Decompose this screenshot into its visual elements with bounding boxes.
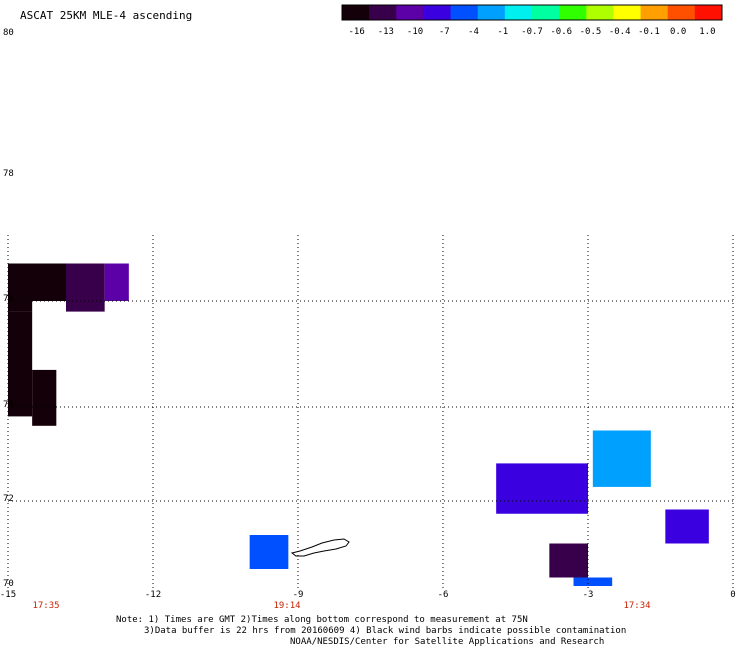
colorbar-swatch — [477, 5, 506, 20]
latitude-label: 70 — [3, 579, 14, 589]
wind-cell-west — [22, 263, 66, 301]
wind-cell-east — [496, 463, 588, 514]
latitude-label: 74 — [3, 400, 14, 410]
longitude-label: 0 — [730, 590, 736, 600]
colorbar-swatch — [586, 5, 614, 20]
colorbar-label: -0.6 — [550, 27, 573, 37]
latitude-label: 72 — [3, 494, 14, 504]
wind-cell-west — [104, 263, 129, 301]
colorbar-swatch — [559, 5, 587, 20]
colorbar-frame — [341, 4, 723, 21]
wind-cells — [8, 263, 709, 586]
latitude-label: 78 — [3, 169, 14, 179]
wind-cell-west — [66, 263, 105, 312]
note-line-2: 3)Data buffer is 22 hrs from 20160609 4)… — [144, 626, 627, 636]
swath-time-label: 19:14 — [273, 601, 301, 611]
colorbar-swatch — [640, 5, 669, 20]
map-title: ASCAT 25KM MLE-4 ascending — [20, 9, 193, 22]
wind-cell-west — [8, 311, 33, 417]
note-line-3: NOAA/NESDIS/Center for Satellite Applica… — [290, 637, 605, 647]
colorbar-swatch — [694, 5, 723, 20]
colorbar-label: -7 — [438, 27, 450, 37]
colorbar-label: -10 — [406, 27, 424, 37]
wind-cell-east — [549, 543, 588, 578]
colorbar-label: -0.5 — [579, 27, 602, 37]
colorbar — [341, 4, 723, 21]
wind-cell-west-center — [249, 535, 289, 569]
colorbar-label: -13 — [377, 27, 394, 37]
wind-cell-east — [665, 509, 709, 544]
longitude-label: -9 — [292, 590, 304, 600]
colorbar-swatch — [342, 5, 370, 20]
colorbar-swatch — [667, 5, 696, 20]
colorbar-swatch — [369, 5, 397, 20]
wind-cell-east — [592, 430, 651, 487]
colorbar-swatch — [613, 5, 642, 20]
colorbar-swatch — [504, 5, 533, 20]
wind-cell-east — [573, 577, 613, 586]
wind-cell-west — [32, 369, 57, 426]
colorbar-swatch — [396, 5, 424, 20]
longitude-label: -3 — [582, 590, 594, 600]
colorbar-label: -0.4 — [608, 27, 631, 37]
swath-time-label: 17:34 — [623, 601, 651, 611]
colorbar-label: 0.0 — [670, 27, 687, 37]
colorbar-label: -1 — [497, 27, 509, 37]
jan-mayen-coastline — [290, 538, 350, 557]
longitude-label: -15 — [0, 590, 17, 600]
note-line-1: Note: 1) Times are GMT 2)Times along bot… — [116, 615, 528, 625]
longitude-label: -12 — [144, 590, 162, 600]
colorbar-label: -4 — [468, 27, 479, 37]
colorbar-swatch — [423, 5, 452, 20]
colorbar-label: -16 — [348, 27, 365, 37]
colorbar-swatch — [532, 5, 560, 20]
latitude-label: 76 — [3, 294, 14, 304]
colorbar-label: -0.7 — [521, 27, 543, 37]
colorbar-label: 1.0 — [699, 27, 716, 37]
latitude-label: 80 — [3, 28, 14, 38]
graticule — [7, 235, 734, 590]
longitude-label: -6 — [437, 590, 449, 600]
colorbar-label: -0.1 — [638, 27, 660, 37]
colorbar-swatch — [450, 5, 479, 20]
swath-time-label: 17:35 — [32, 601, 60, 611]
